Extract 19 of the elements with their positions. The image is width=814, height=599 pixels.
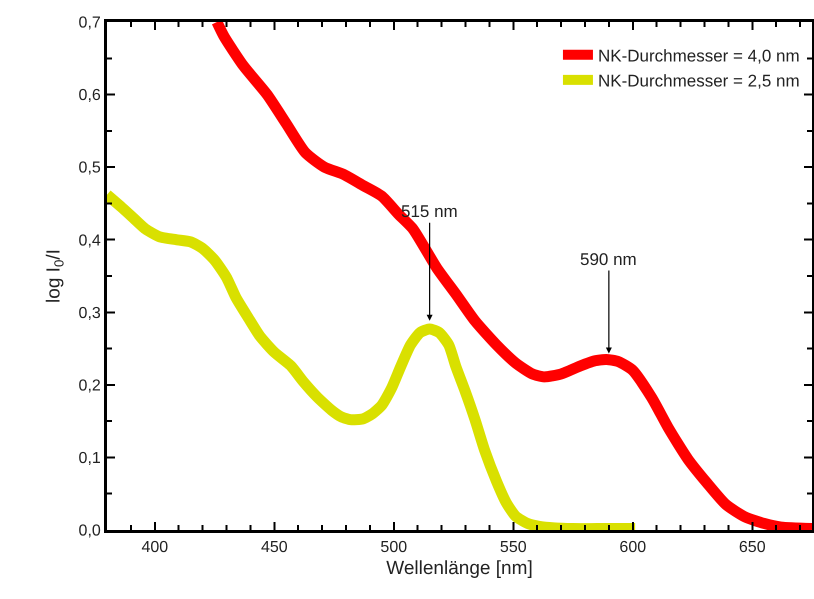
x-tick-label: 400: [141, 539, 168, 556]
y-tick-label: 0,4: [78, 232, 101, 250]
legend-label: NK-Durchmesser = 4,0 nm: [598, 46, 800, 66]
y-tick-label: 0,2: [78, 377, 101, 394]
annotation: 590 nm: [580, 250, 637, 269]
y-tick-label: 0,5: [78, 160, 101, 177]
x-tick-label: 600: [619, 539, 646, 556]
y-tick-label: 0,6: [78, 87, 101, 104]
y-tick-label: 0,0: [78, 522, 101, 540]
x-axis-title: Wellenlänge [nm]: [386, 558, 533, 579]
y-tick-label: 0,3: [78, 304, 101, 322]
x-tick-label: 450: [260, 539, 288, 556]
x-tick-label: 550: [500, 539, 527, 556]
y-tick-label: 0,7: [78, 14, 101, 32]
x-tick-label: 500: [380, 539, 408, 556]
legend-label: NK-Durchmesser = 2,5 nm: [598, 72, 800, 91]
y-tick-label: 0,1: [78, 450, 101, 468]
annotation: 515 nm: [401, 202, 458, 221]
x-tick-label: 650: [738, 539, 766, 556]
